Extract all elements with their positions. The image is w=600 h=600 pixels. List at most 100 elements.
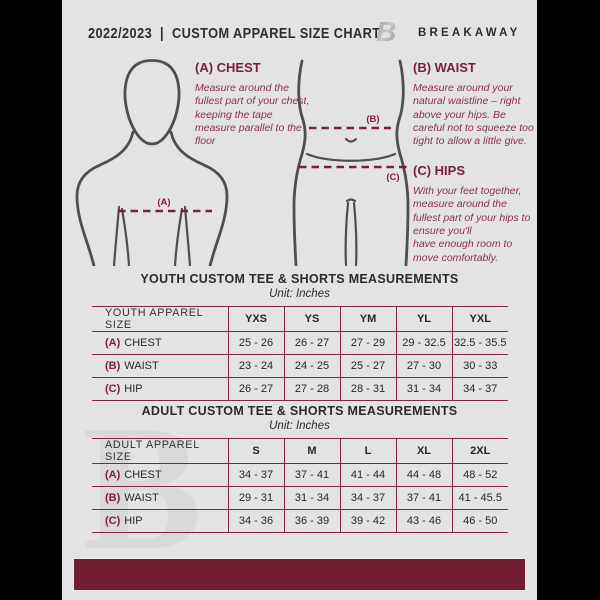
waist-line-label: (B) xyxy=(366,114,379,125)
adult-table-title: ADULT CUSTOM TEE & SHORTS MEASUREMENTS xyxy=(141,404,458,418)
chest-instruction-body: Measure around the fullest part of your … xyxy=(195,82,310,148)
row-label: (C) HIP xyxy=(92,377,228,401)
right-underarm xyxy=(183,205,192,266)
size-l-header: L xyxy=(339,438,396,464)
left-torso-side xyxy=(120,207,131,266)
row-prefix: (A) xyxy=(105,337,121,349)
youth-table-unit: Unit: Inches xyxy=(269,288,330,300)
size-m-header: M xyxy=(283,438,340,464)
cell: 46 - 50 xyxy=(451,509,508,533)
cell: 23 - 24 xyxy=(227,354,284,378)
size-2xl-header: 2XL xyxy=(451,438,508,464)
table-row: (C) HIP 34 - 36 36 - 39 39 - 42 43 - 46 4… xyxy=(92,509,508,533)
hips-instruction-body: With your feet together, measure around … xyxy=(413,185,531,264)
size-s-header: S xyxy=(227,438,284,464)
table-row: (C) HIP 26 - 27 27 - 28 28 - 31 31 - 34 3… xyxy=(92,377,508,401)
cell: 43 - 46 xyxy=(395,509,452,533)
size-ym-header: YM xyxy=(339,306,396,332)
cell: 25 - 26 xyxy=(227,331,284,355)
size-xl-header: XL xyxy=(395,438,452,464)
breakaway-logo-icon: B xyxy=(363,14,405,51)
belly-curve xyxy=(305,152,397,162)
brand-name: BREAKAWAY xyxy=(418,27,521,39)
cell: 26 - 27 xyxy=(227,377,284,401)
left-body-side xyxy=(292,59,307,266)
logo-letter: B xyxy=(376,16,396,46)
row-prefix: (B) xyxy=(105,492,121,504)
row-label-text: WAIST xyxy=(124,360,159,372)
size-yxs-header: YXS xyxy=(227,306,284,332)
page-title: 2022/2023 | CUSTOM APPAREL SIZE CHART xyxy=(88,25,381,42)
right-inner-leg xyxy=(352,201,358,266)
row-prefix: (C) xyxy=(105,515,121,527)
lower-body-figure: (B) (C) xyxy=(292,59,410,266)
row-prefix: (A) xyxy=(105,469,121,481)
row-label-text: CHEST xyxy=(124,337,162,349)
waist-instruction: (B) WAIST Measure around your natural wa… xyxy=(413,60,535,149)
cell: 27 - 30 xyxy=(395,354,452,378)
size-chart-page: 2022/2023 | CUSTOM APPAREL SIZE CHART B … xyxy=(62,0,537,600)
right-body-side xyxy=(395,59,410,266)
left-inner-leg xyxy=(344,201,350,266)
left-shoulder-arm xyxy=(75,130,135,266)
left-underarm xyxy=(112,205,121,266)
cell: 28 - 31 xyxy=(339,377,396,401)
hip-line-label: (C) xyxy=(386,172,399,183)
youth-table-title: YOUTH CUSTOM TEE & SHORTS MEASUREMENTS xyxy=(140,272,459,286)
table-row: (B) WAIST 23 - 24 24 - 25 25 - 27 27 - 30… xyxy=(92,354,508,378)
row-prefix: (B) xyxy=(105,360,121,372)
cell: 31 - 34 xyxy=(395,377,452,401)
cell: 34 - 37 xyxy=(451,377,508,401)
row-label-text: HIP xyxy=(124,515,143,527)
cell: 37 - 41 xyxy=(395,486,452,510)
cell: 32.5 - 35.5 xyxy=(451,331,508,355)
row-label: (B) WAIST xyxy=(92,354,228,378)
cell: 39 - 42 xyxy=(339,509,396,533)
torso-figure: (A) xyxy=(75,59,229,266)
cell: 34 - 37 xyxy=(339,486,396,510)
table-row: (A) CHEST 25 - 26 26 - 27 27 - 29 29 - 32… xyxy=(92,331,508,355)
row-label: (C) HIP xyxy=(92,509,228,533)
head-outline xyxy=(123,59,181,146)
cell: 27 - 29 xyxy=(339,331,396,355)
row-label: (A) CHEST xyxy=(92,331,228,355)
cell: 48 - 52 xyxy=(451,463,508,487)
row-prefix: (C) xyxy=(105,383,121,395)
chest-instruction-heading: (A) CHEST xyxy=(195,60,261,75)
youth-size-column-header: YOUTH APPAREL SIZE xyxy=(92,306,228,332)
table-header-row: ADULT APPAREL SIZE S M L XL 2XL xyxy=(92,438,508,464)
right-torso-side xyxy=(173,207,184,266)
row-label: (A) CHEST xyxy=(92,463,228,487)
table-row: (A) CHEST 34 - 37 37 - 41 41 - 44 44 - 48… xyxy=(92,463,508,487)
chest-instruction: (A) CHEST Measure around the fullest par… xyxy=(195,60,311,149)
cell: 31 - 34 xyxy=(283,486,340,510)
waist-instruction-body: Measure around your natural waistline – … xyxy=(413,82,534,148)
row-label-text: HIP xyxy=(124,383,143,395)
cell: 36 - 39 xyxy=(283,509,340,533)
table-row: (B) WAIST 29 - 31 31 - 34 34 - 37 37 - 41… xyxy=(92,486,508,510)
row-label-text: CHEST xyxy=(124,469,162,481)
cell: 30 - 33 xyxy=(451,354,508,378)
crotch-mark xyxy=(345,198,357,203)
cell: 41 - 45.5 xyxy=(451,486,508,510)
cell: 27 - 28 xyxy=(283,377,340,401)
size-yxl-header: YXL xyxy=(451,306,508,332)
navel-mark xyxy=(344,137,358,143)
row-label: (B) WAIST xyxy=(92,486,228,510)
cell: 24 - 25 xyxy=(283,354,340,378)
row-label-text: WAIST xyxy=(124,492,159,504)
cell: 41 - 44 xyxy=(339,463,396,487)
cell: 37 - 41 xyxy=(283,463,340,487)
cell: 34 - 36 xyxy=(227,509,284,533)
footer-accent-bar xyxy=(73,558,526,591)
hips-instruction-heading: (C) HIPS xyxy=(413,163,465,178)
right-shoulder-arm xyxy=(169,130,229,266)
cell: 34 - 37 xyxy=(227,463,284,487)
hips-instruction: (C) HIPS With your feet together, measur… xyxy=(413,163,537,265)
chest-line-label: (A) xyxy=(157,197,170,208)
cell: 25 - 27 xyxy=(339,354,396,378)
adult-table-unit: Unit: Inches xyxy=(269,420,330,432)
table-header-row: YOUTH APPAREL SIZE YXS YS YM YL YXL xyxy=(92,306,508,332)
size-ys-header: YS xyxy=(283,306,340,332)
cell: 29 - 32.5 xyxy=(395,331,452,355)
